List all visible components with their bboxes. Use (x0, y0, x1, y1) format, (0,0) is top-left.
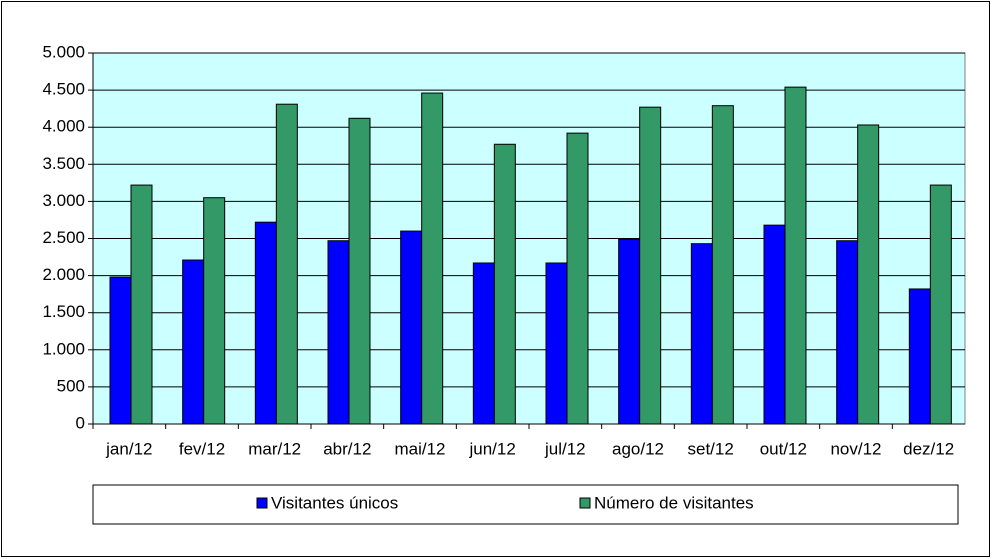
bar (566, 132, 589, 425)
bar (130, 184, 153, 425)
legend-label: Visitantes únicos (271, 493, 398, 512)
legend-swatch (256, 497, 268, 509)
x-tick-label: mar/12 (248, 439, 301, 458)
bar (400, 230, 423, 425)
bar (784, 86, 807, 425)
bar (711, 105, 734, 425)
x-tick-label: fev/12 (179, 439, 225, 458)
y-tick-label: 0 (76, 413, 85, 432)
bar (203, 197, 226, 425)
y-tick-label: 4.500 (42, 80, 85, 99)
legend-swatch (579, 497, 591, 509)
y-tick-label: 1.500 (42, 302, 85, 321)
y-tick-label: 3.500 (42, 154, 85, 173)
bar (690, 243, 713, 425)
x-tick-label: jul/12 (544, 439, 586, 458)
bar (908, 288, 931, 425)
y-tick-label: 5.000 (42, 42, 85, 61)
y-tick-label: 500 (57, 376, 85, 395)
y-tick-label: 1.000 (42, 339, 85, 358)
x-tick-label: jun/12 (469, 439, 516, 458)
bar (857, 124, 880, 425)
y-tick-label: 2.000 (42, 265, 85, 284)
bar (182, 259, 205, 425)
bar (472, 262, 495, 425)
x-tick-label: jan/12 (105, 439, 152, 458)
y-tick-label: 2.500 (42, 228, 85, 247)
bar (421, 92, 444, 425)
bar (763, 224, 786, 425)
x-tick-label: set/12 (688, 439, 734, 458)
bar (545, 262, 568, 425)
y-tick-label: 4.000 (42, 117, 85, 136)
legend-label: Número de visitantes (594, 493, 754, 512)
bar (348, 117, 371, 425)
bar (109, 276, 132, 425)
x-tick-label: nov/12 (830, 439, 881, 458)
legend-box (92, 484, 959, 525)
bar (618, 238, 641, 425)
bar (836, 240, 859, 425)
bar (327, 240, 350, 425)
x-tick-label: mai/12 (394, 439, 445, 458)
bar (254, 221, 277, 425)
x-tick-label: ago/12 (612, 439, 664, 458)
x-tick-label: abr/12 (323, 439, 371, 458)
x-tick-label: out/12 (760, 439, 807, 458)
bar (929, 184, 952, 425)
x-tick-label: dez/12 (903, 439, 954, 458)
bar (275, 103, 298, 425)
bar (639, 106, 662, 425)
y-tick-label: 3.000 (42, 191, 85, 210)
bar (493, 143, 516, 425)
